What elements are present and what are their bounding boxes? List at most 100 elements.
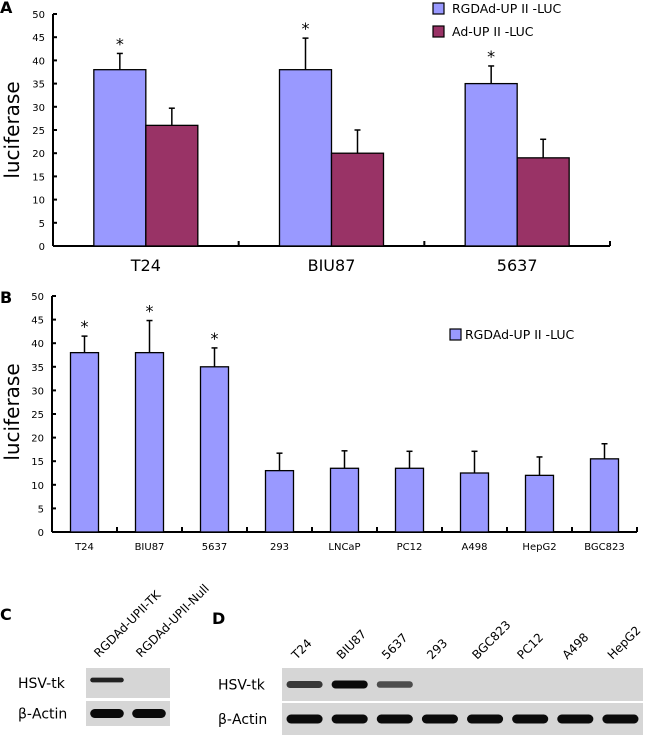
lane-label: PC12 — [514, 630, 546, 662]
bar-t24-ad — [145, 124, 199, 247]
legend-label-ad: Ad-UP II -LUC — [452, 24, 534, 39]
bar-5637-ad — [516, 157, 570, 247]
lane-label: 5637 — [379, 631, 410, 662]
y-tick-label: 35 — [31, 363, 44, 374]
blot-row-label: β-Actin — [18, 707, 67, 723]
x-tick-label: T24 — [130, 256, 161, 275]
x-tick-label: BIU87 — [135, 542, 165, 553]
blot-band — [467, 714, 504, 724]
blot-band — [90, 677, 124, 683]
blot-band — [376, 681, 413, 688]
panel-a-chart: A luciferase 0 5 10 15 20 25 30 35 40 45 50 T24 BIU8… — [0, 0, 611, 275]
bar-pc12-rgd — [394, 467, 425, 533]
panel-c-letter: C — [0, 605, 12, 624]
y-tick-label: 35 — [32, 80, 45, 91]
panel-d-letter: D — [212, 609, 225, 628]
panel-b-chart: B luciferase 0 5 10 15 20 25 30 35 40 45 50 T24 BIU8… — [0, 288, 638, 553]
y-tick-label: 20 — [31, 434, 44, 445]
y-tick-label: 40 — [32, 56, 45, 67]
panel-b-letter: B — [0, 288, 12, 307]
y-tick-label: 25 — [31, 410, 44, 421]
legend: RGDAd-UP II -LUC Ad-UP II -LUC — [432, 1, 562, 39]
x-tick-label: T24 — [74, 542, 94, 553]
y-axis-label: luciferase — [0, 363, 24, 460]
blot-row-label: HSV-tk — [18, 676, 66, 692]
y-tick-label: 0 — [38, 528, 44, 539]
blot-band — [132, 709, 166, 718]
y-tick-label: 30 — [32, 103, 45, 114]
bar-hepg2-rgd — [524, 474, 555, 533]
significance-marker: * — [302, 19, 310, 38]
y-tick-label: 45 — [31, 316, 44, 327]
bar-5637-rgd — [199, 366, 230, 533]
x-tick-label: 5637 — [497, 256, 538, 275]
y-tick-label: 50 — [32, 10, 45, 21]
y-tick-label: 25 — [32, 126, 45, 137]
lane-label: BGC823 — [469, 618, 513, 662]
legend-swatch-rgd — [432, 2, 445, 15]
x-tick-label: A498 — [462, 542, 488, 553]
lane-label: RGDAd-UPII-Null — [133, 581, 212, 660]
bar-biu87-rgd — [278, 69, 333, 247]
bar-a498-rgd — [459, 472, 490, 533]
y-tick-label: 20 — [32, 149, 45, 160]
bar-biu87-rgd — [134, 351, 165, 533]
y-tick-label: 15 — [32, 172, 45, 183]
y-tick-label: 40 — [31, 339, 44, 350]
y-tick-label: 10 — [32, 196, 45, 207]
bar-t24-rgd — [69, 351, 100, 533]
lane-label: HepG2 — [605, 623, 644, 662]
legend-label-rgd: RGDAd-UP II -LUC — [465, 327, 575, 342]
significance-marker: * — [211, 329, 219, 348]
y-tick-label: 0 — [39, 242, 45, 253]
x-tick-label: HepG2 — [522, 542, 556, 553]
blot-band — [376, 714, 413, 724]
x-tick-label: LNCaP — [328, 542, 360, 553]
significance-marker: * — [487, 47, 495, 66]
blot-band — [286, 680, 323, 689]
blot-row-label: HSV-tk — [218, 678, 266, 694]
blot-membrane — [86, 668, 170, 698]
lane-label: BIU87 — [334, 627, 369, 662]
blot-row-label: β-Actin — [218, 712, 267, 728]
y-tick-label: 45 — [32, 33, 45, 44]
x-tick-label: 293 — [270, 542, 289, 553]
legend-label-rgd: RGDAd-UP II -LUC — [452, 1, 562, 16]
legend: RGDAd-UP II -LUC — [449, 327, 575, 342]
x-tick-label: BIU87 — [308, 256, 356, 275]
blot-band — [602, 714, 639, 724]
x-tick-label: BGC823 — [584, 542, 625, 553]
y-tick-label: 50 — [31, 292, 44, 303]
blot-band — [331, 714, 368, 724]
y-tick-label: 5 — [39, 219, 45, 230]
legend-swatch-rgd — [449, 328, 462, 341]
y-tick-label: 5 — [38, 504, 44, 515]
bar-5637-rgd — [464, 82, 518, 247]
significance-marker: * — [146, 302, 154, 321]
bar-t24-rgd — [93, 69, 147, 247]
y-tick-label: 30 — [31, 386, 44, 397]
blot-band — [421, 714, 458, 724]
lane-label: T24 — [288, 636, 315, 663]
bar-lncap-rgd — [329, 467, 360, 533]
x-tick-label: PC12 — [397, 542, 423, 553]
panel-a-letter: A — [0, 0, 13, 17]
y-tick-label: 10 — [31, 481, 44, 492]
y-tick-label: 15 — [31, 457, 44, 468]
legend-swatch-ad — [432, 25, 445, 38]
bar-biu87-ad — [330, 152, 385, 247]
bar-bgc823-rgd — [589, 458, 620, 533]
y-axis-label: luciferase — [0, 81, 24, 178]
blot-band — [286, 714, 323, 724]
lane-label: 293 — [424, 636, 450, 662]
x-tick-label: 5637 — [202, 542, 227, 553]
blot-band — [512, 714, 549, 724]
blot-band — [331, 680, 368, 689]
significance-marker: * — [116, 34, 124, 53]
significance-marker: * — [81, 317, 89, 336]
lane-label: A498 — [560, 630, 592, 662]
blot-band — [90, 709, 124, 718]
bar-293-rgd — [264, 469, 295, 533]
